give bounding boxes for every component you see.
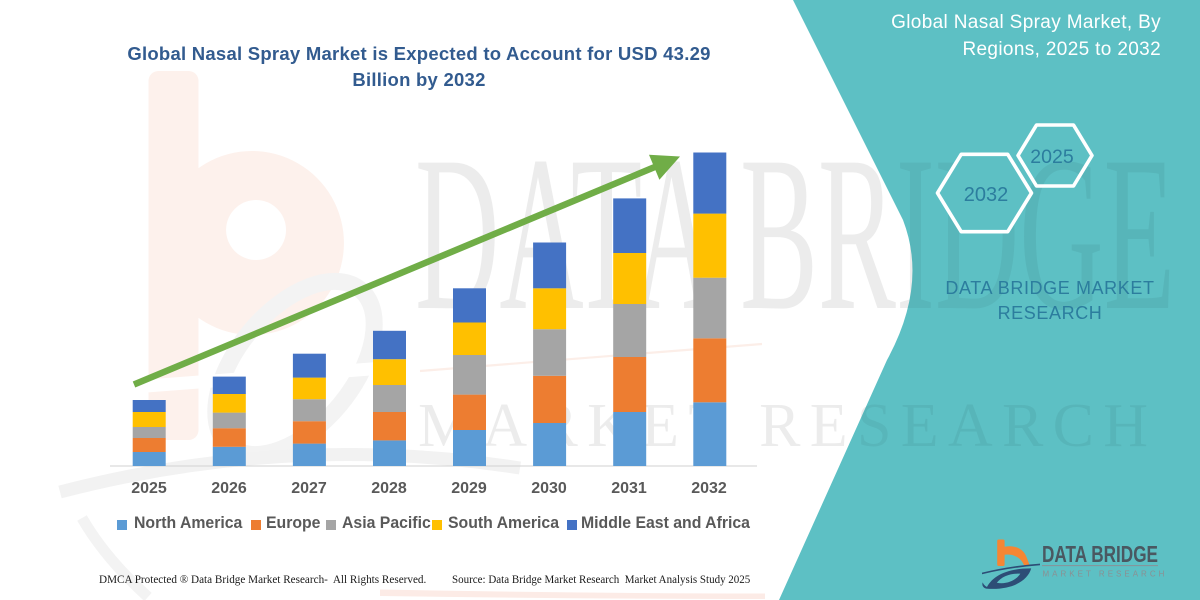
svg-text:MARKET RESEARCH: MARKET RESEARCH [1043, 570, 1168, 579]
svg-text:DATA BRIDGE: DATA BRIDGE [1042, 541, 1158, 567]
